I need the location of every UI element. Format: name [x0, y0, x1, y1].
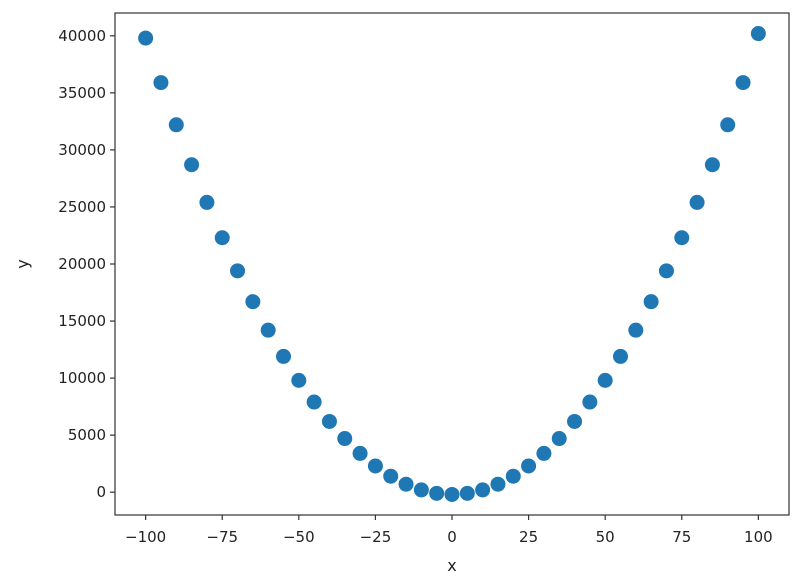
data-point	[306, 394, 322, 410]
data-point	[658, 263, 674, 279]
y-tick-label: 35000	[58, 84, 106, 102]
data-point	[459, 485, 475, 501]
data-point	[413, 482, 429, 498]
y-axis-label: y	[13, 259, 32, 268]
data-point	[138, 30, 154, 46]
data-point	[260, 322, 276, 338]
x-tick-label: −75	[206, 528, 238, 546]
data-point	[689, 194, 705, 210]
data-point	[199, 194, 215, 210]
data-point	[674, 230, 690, 246]
x-tick-label: 50	[596, 528, 615, 546]
y-tick-label: 25000	[58, 198, 106, 216]
data-points	[138, 26, 766, 502]
y-tick-label: 40000	[58, 27, 106, 45]
data-point	[475, 482, 491, 498]
data-point	[582, 394, 598, 410]
y-tick-label: 10000	[58, 369, 106, 387]
y-tick-label: 20000	[58, 255, 106, 273]
y-tick-label: 30000	[58, 141, 106, 159]
x-axis-label: x	[447, 556, 456, 575]
plot-area	[114, 12, 790, 516]
y-tick-label: 0	[96, 483, 106, 501]
data-point	[367, 458, 383, 474]
x-tick-label: −50	[283, 528, 315, 546]
x-tick-label: −25	[360, 528, 392, 546]
data-point	[230, 263, 246, 279]
data-point	[184, 157, 200, 173]
y-tick-label: 15000	[58, 312, 106, 330]
data-point	[444, 486, 460, 502]
data-point	[597, 372, 613, 388]
data-point	[643, 294, 659, 310]
x-axis-ticks: −100 −75 −50 −25 0 25 50 75 100	[125, 515, 773, 546]
data-point	[352, 445, 368, 461]
data-point	[291, 372, 307, 388]
data-point	[429, 485, 445, 501]
data-point	[321, 413, 337, 429]
data-point	[750, 26, 766, 42]
y-tick-label: 5000	[68, 426, 106, 444]
data-point	[383, 468, 399, 484]
data-point	[704, 157, 720, 173]
x-tick-label: 25	[519, 528, 538, 546]
data-point	[168, 117, 184, 133]
data-point	[720, 117, 736, 133]
x-tick-label: −100	[125, 528, 166, 546]
data-point	[214, 230, 230, 246]
data-point	[536, 445, 552, 461]
data-point	[337, 431, 353, 447]
data-point	[276, 348, 291, 364]
x-tick-label: 0	[447, 528, 457, 546]
y-axis-ticks: 0 5000 10000 15000 20000 25000 30000 35000 40000	[58, 27, 115, 501]
data-point	[245, 294, 261, 310]
data-point	[490, 476, 506, 492]
x-tick-label: 75	[672, 528, 691, 546]
data-point	[521, 458, 537, 474]
data-point	[735, 75, 751, 91]
data-point	[398, 476, 414, 492]
data-point	[551, 431, 567, 447]
data-point	[505, 468, 521, 484]
data-point	[153, 75, 169, 91]
data-point	[628, 322, 644, 338]
x-tick-label: 100	[744, 528, 773, 546]
data-point	[567, 413, 583, 429]
data-point	[613, 348, 628, 364]
